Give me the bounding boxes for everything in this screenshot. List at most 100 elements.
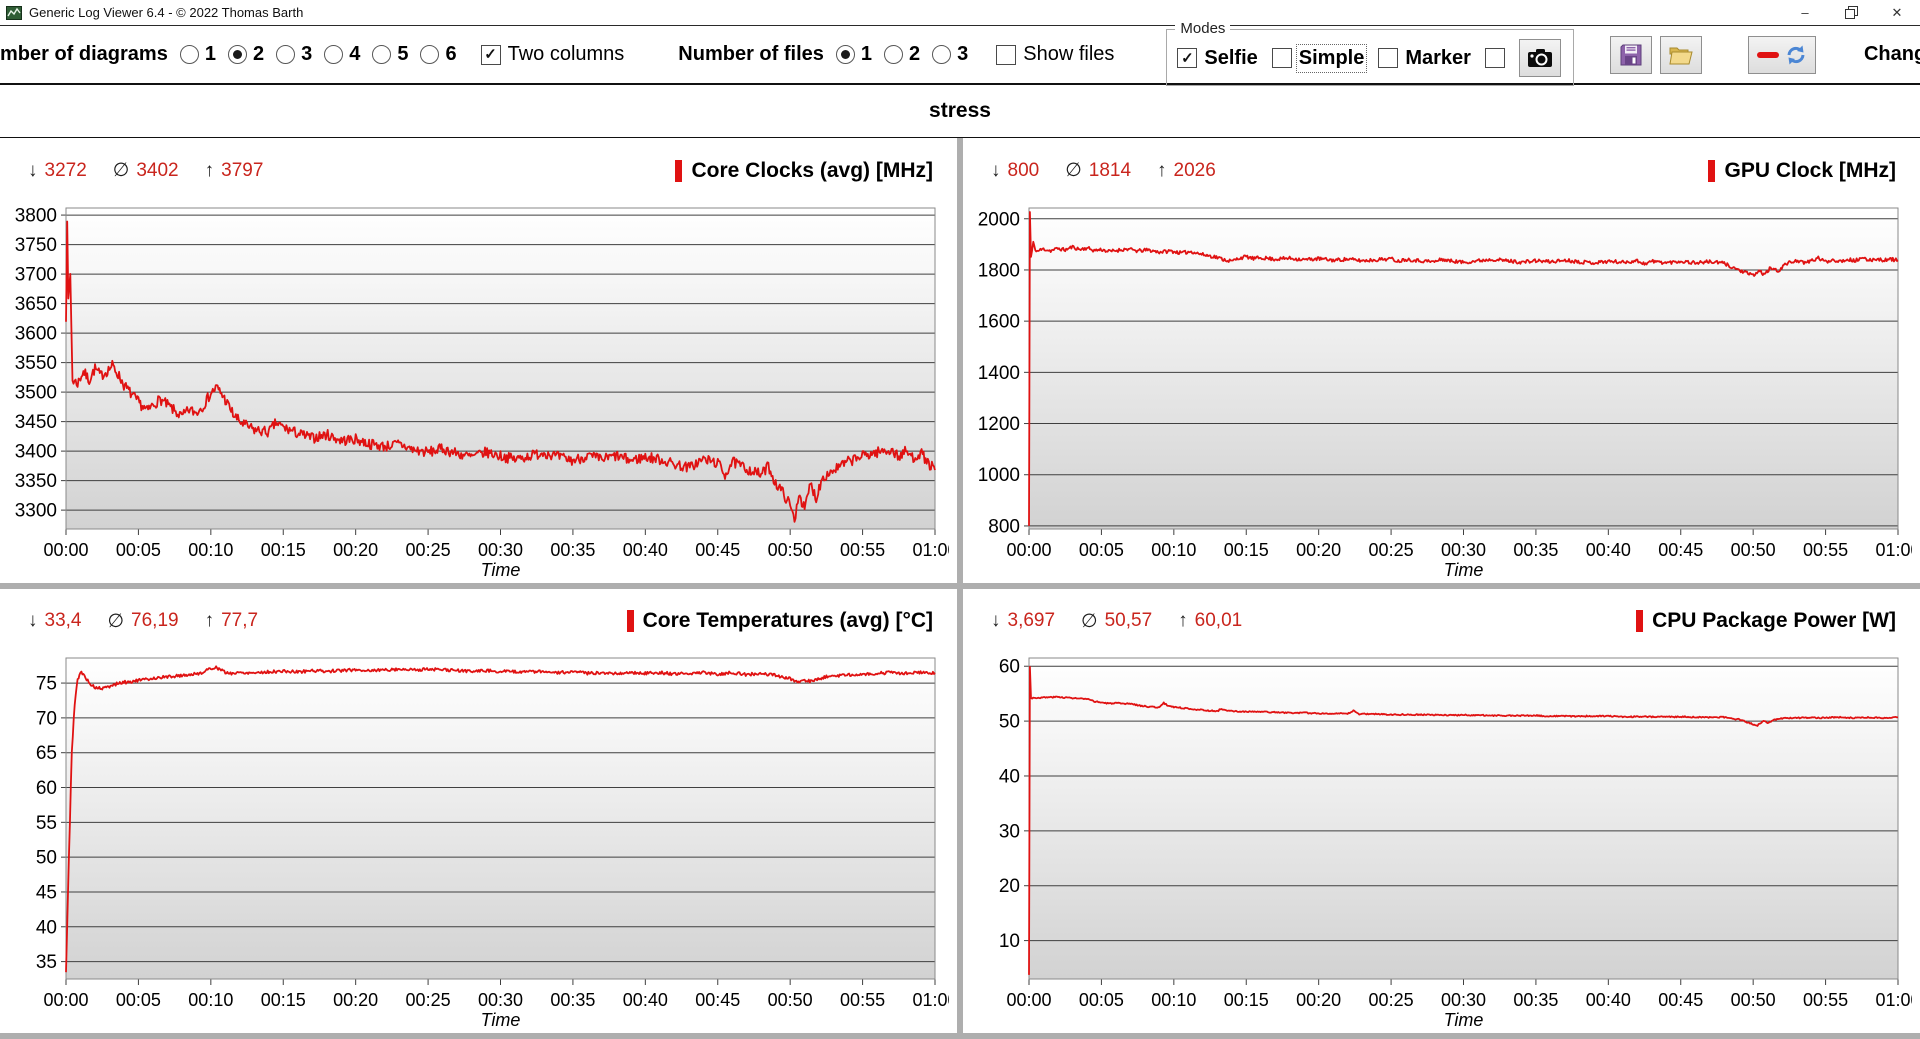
svg-text:3400: 3400 bbox=[15, 441, 57, 462]
chart-plot[interactable]: 10 20 30 40 50 60 00:00 00:05 00:10 00:15 00:20 00:… bbox=[965, 648, 1912, 1033]
min-stat: ↓ 3,697 bbox=[991, 610, 1056, 632]
svg-text:20: 20 bbox=[999, 876, 1020, 897]
camera-button[interactable] bbox=[1518, 39, 1561, 77]
svg-text:00:00: 00:00 bbox=[43, 540, 88, 560]
svg-text:00:10: 00:10 bbox=[1151, 990, 1196, 1010]
svg-text:3300: 3300 bbox=[15, 500, 57, 521]
min-arrow-icon: ↓ bbox=[28, 610, 38, 632]
save-button[interactable] bbox=[1609, 35, 1652, 74]
chart-panel-cpu-package-power: ↓ 3,697 ∅ 50,57 ↑ 60,01 CPU Package Power [… bbox=[963, 588, 1920, 1033]
change-all-label: Change all bbox=[1863, 43, 1920, 65]
files-option-3[interactable]: 3 bbox=[932, 43, 968, 66]
chart-panel-gpu-clock: ↓ 800 ∅ 1814 ↑ 2026 GPU Clock [MHz] 800 1000… bbox=[963, 138, 1920, 583]
svg-text:00:25: 00:25 bbox=[1369, 540, 1414, 560]
series-color-swatch bbox=[1708, 159, 1716, 182]
diagrams-option-2[interactable]: 2 bbox=[227, 43, 264, 66]
svg-text:00:25: 00:25 bbox=[406, 990, 451, 1010]
radio-icon bbox=[932, 45, 952, 64]
log-title-bar: stress bbox=[0, 85, 1920, 139]
diagrams-option-6[interactable]: 6 bbox=[420, 43, 457, 66]
chart-plot[interactable]: 35 40 45 50 55 60 65 70 75 00:00 00:05 00:10 00:15 00… bbox=[2, 648, 949, 1033]
chart-header: ↓ 33,4 ∅ 76,19 ↑ 77,7 Core Temperatures (av… bbox=[0, 589, 957, 649]
selfie-checkbox[interactable]: ✓ Selfie bbox=[1177, 47, 1258, 70]
modes-legend: Modes bbox=[1175, 20, 1231, 37]
svg-text:00:55: 00:55 bbox=[1803, 540, 1848, 560]
svg-text:00:50: 00:50 bbox=[1731, 990, 1776, 1010]
line-color-refresh-button[interactable] bbox=[1747, 35, 1816, 74]
restore-button[interactable] bbox=[1828, 0, 1874, 25]
svg-text:800: 800 bbox=[988, 516, 1020, 537]
charts-grid: ↓ 3272 ∅ 3402 ↑ 3797 Core Clocks (avg) [MHz… bbox=[0, 138, 1920, 1039]
min-stat: ↓ 3272 bbox=[28, 159, 87, 181]
svg-text:1000: 1000 bbox=[978, 465, 1020, 486]
title-bar: Generic Log Viewer 6.4 - © 2022 Thomas B… bbox=[0, 0, 1920, 26]
max-arrow-icon: ↑ bbox=[1157, 159, 1167, 181]
avg-stat: ∅ 76,19 bbox=[107, 610, 179, 632]
svg-text:00:05: 00:05 bbox=[1079, 540, 1124, 560]
chart-title: GPU Clock [MHz] bbox=[1708, 159, 1896, 183]
diagrams-option-1[interactable]: 1 bbox=[179, 43, 216, 66]
chart-title: Core Clocks (avg) [MHz] bbox=[675, 159, 933, 183]
simple-checkbox[interactable]: Simple bbox=[1271, 43, 1368, 73]
svg-text:00:30: 00:30 bbox=[478, 990, 523, 1010]
chart-panel-core-clocks: ↓ 3272 ∅ 3402 ↑ 3797 Core Clocks (avg) [MHz… bbox=[0, 138, 957, 583]
camera-icon bbox=[1527, 49, 1552, 67]
minimize-button[interactable]: – bbox=[1801, 5, 1809, 20]
diagrams-option-3[interactable]: 3 bbox=[276, 43, 312, 66]
file-count-radios: 1 2 3 bbox=[835, 43, 968, 66]
diagrams-option-5[interactable]: 5 bbox=[372, 43, 408, 66]
svg-text:00:50: 00:50 bbox=[768, 540, 813, 560]
svg-text:00:15: 00:15 bbox=[1224, 990, 1269, 1010]
unlabeled-checkbox[interactable] bbox=[1484, 48, 1505, 68]
svg-text:00:50: 00:50 bbox=[768, 990, 813, 1010]
svg-text:40: 40 bbox=[36, 917, 57, 938]
svg-text:3500: 3500 bbox=[15, 382, 57, 403]
open-folder-button[interactable] bbox=[1659, 35, 1702, 74]
svg-text:3550: 3550 bbox=[15, 353, 57, 374]
min-arrow-icon: ↓ bbox=[991, 159, 1001, 181]
files-option-2[interactable]: 2 bbox=[884, 43, 920, 66]
max-arrow-icon: ↑ bbox=[204, 610, 215, 632]
max-stat: ↑ 60,01 bbox=[1178, 610, 1243, 632]
svg-text:Time: Time bbox=[1444, 1010, 1484, 1030]
svg-text:00:20: 00:20 bbox=[333, 990, 378, 1010]
min-arrow-icon: ↓ bbox=[991, 610, 1001, 632]
svg-text:00:20: 00:20 bbox=[1296, 540, 1341, 560]
svg-text:00:35: 00:35 bbox=[550, 990, 595, 1010]
min-stat: ↓ 33,4 bbox=[28, 610, 82, 632]
chart-plot[interactable]: 800 1000 1200 1400 1600 1800 2000 00:00 00:05 00:… bbox=[965, 198, 1912, 583]
avg-icon: ∅ bbox=[107, 610, 125, 632]
two-columns-checkbox[interactable]: ✓ Two columns bbox=[480, 43, 624, 66]
max-stat: ↑ 2026 bbox=[1157, 159, 1216, 181]
window-controls: – ✕ bbox=[1782, 0, 1920, 25]
series-color-swatch bbox=[626, 610, 634, 633]
svg-text:3350: 3350 bbox=[15, 471, 57, 492]
avg-icon: ∅ bbox=[112, 160, 130, 182]
svg-text:70: 70 bbox=[36, 708, 57, 729]
svg-text:00:55: 00:55 bbox=[840, 540, 885, 560]
close-button[interactable]: ✕ bbox=[1891, 4, 1903, 20]
max-stat: ↑ 77,7 bbox=[204, 610, 259, 632]
svg-text:00:40: 00:40 bbox=[623, 990, 668, 1010]
marker-checkbox[interactable]: Marker bbox=[1378, 47, 1471, 70]
chart-stats: ↓ 3,697 ∅ 50,57 ↑ 60,01 bbox=[991, 610, 1242, 633]
avg-icon: ∅ bbox=[1065, 160, 1082, 182]
avg-icon: ∅ bbox=[1081, 610, 1098, 632]
svg-text:00:05: 00:05 bbox=[1079, 990, 1124, 1010]
svg-text:00:10: 00:10 bbox=[188, 540, 233, 560]
svg-text:00:10: 00:10 bbox=[188, 990, 233, 1010]
files-option-1[interactable]: 1 bbox=[835, 43, 872, 66]
svg-text:01:00: 01:00 bbox=[912, 540, 949, 560]
svg-text:3750: 3750 bbox=[15, 235, 57, 256]
chart-plot[interactable]: 3300 3350 3400 3450 3500 3550 3600 3650 3700 3750… bbox=[2, 198, 949, 583]
window-title: Generic Log Viewer 6.4 - © 2022 Thomas B… bbox=[29, 5, 304, 20]
svg-text:3450: 3450 bbox=[15, 412, 57, 433]
diagrams-option-4[interactable]: 4 bbox=[324, 43, 360, 66]
svg-text:65: 65 bbox=[36, 743, 57, 764]
svg-text:1600: 1600 bbox=[978, 311, 1020, 332]
show-files-checkbox[interactable]: Show files bbox=[996, 43, 1114, 66]
radio-icon bbox=[179, 45, 199, 64]
files-label: Number of files bbox=[678, 43, 824, 65]
svg-text:00:40: 00:40 bbox=[1586, 540, 1631, 560]
min-arrow-icon: ↓ bbox=[28, 159, 38, 181]
